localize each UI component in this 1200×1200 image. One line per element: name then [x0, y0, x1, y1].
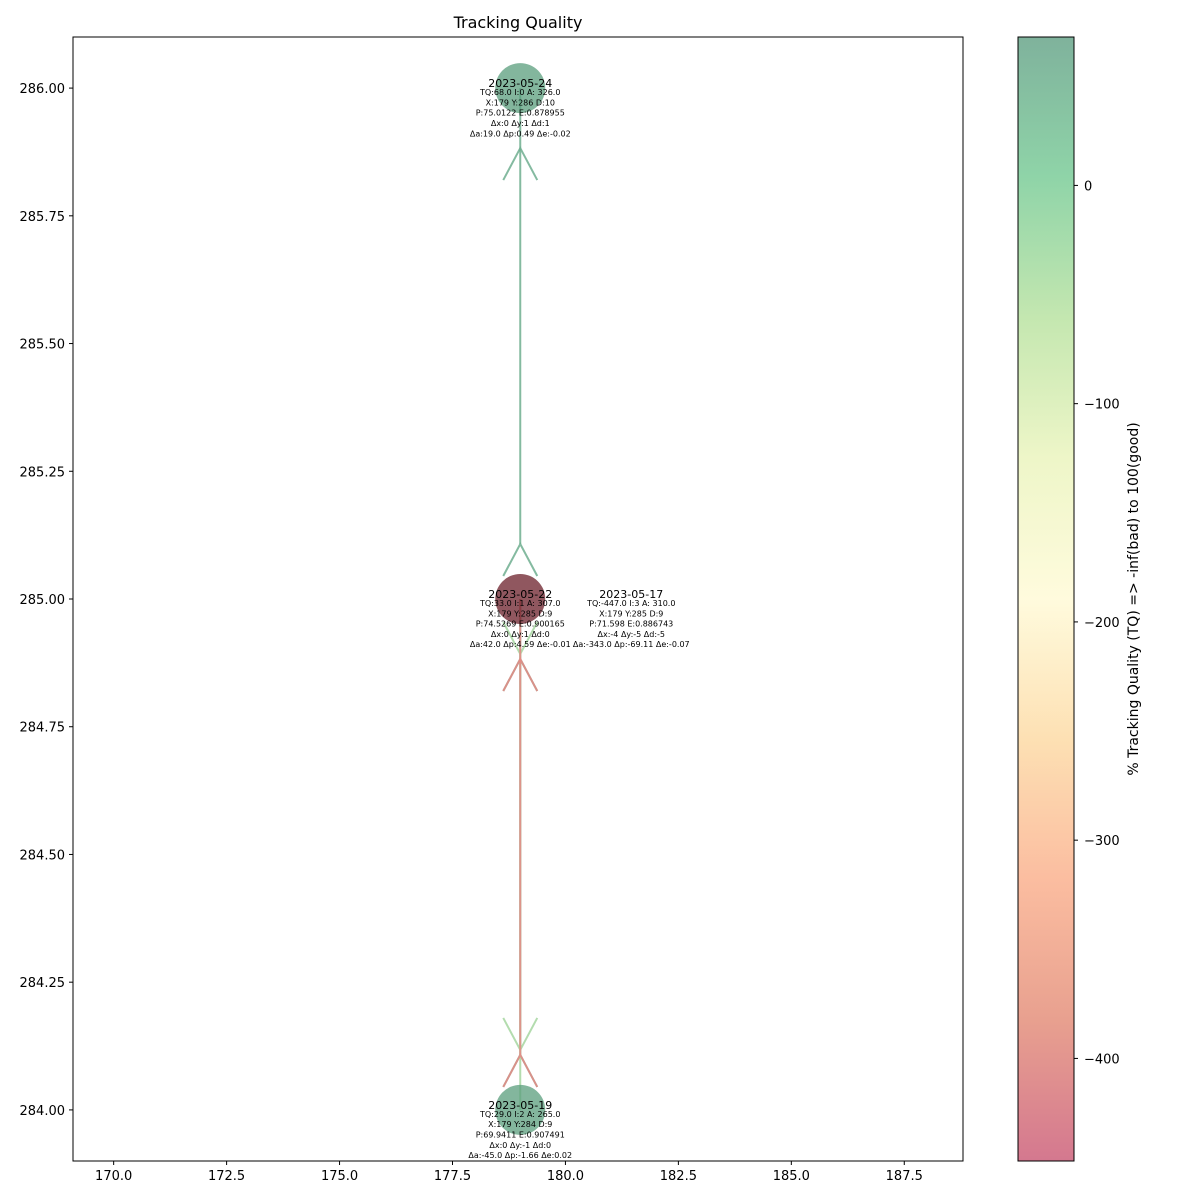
data-point — [495, 574, 546, 624]
point-detail-label: Δx:0 Δy:-1 Δd:0 — [489, 1141, 551, 1150]
y-tick-label: 286.00 — [20, 82, 66, 97]
point-detail-label: Δa:42.0 Δp:4.59 Δe:-0.01 — [470, 640, 571, 649]
arrow-head — [502, 1052, 539, 1088]
x-tick-label: 185.0 — [773, 1169, 810, 1184]
point-date-label: 2023-05-19 — [488, 1099, 552, 1112]
x-tick-label: 177.5 — [434, 1169, 471, 1184]
x-tick-label: 180.0 — [547, 1169, 584, 1184]
point-date-label: 2023-05-17 — [599, 588, 663, 601]
y-tick-label: 285.75 — [20, 210, 66, 225]
point-detail-label: TQ:68.0 I:0 A: 326.0 — [479, 88, 560, 97]
point-detail-label: Δa:19.0 Δp:0.49 Δe:-0.02 — [470, 129, 571, 138]
point-detail-label: P:71.598 E:0.886743 — [589, 620, 673, 629]
point-detail-label: X:179 Y:286 D:10 — [486, 98, 555, 107]
point-detail-label: X:179 Y:284 D:9 — [488, 1120, 552, 1129]
x-tick-label: 170.0 — [95, 1169, 132, 1184]
y-tick-label: 284.75 — [20, 721, 66, 736]
colorbar-tick-label: 0 — [1084, 179, 1092, 194]
point-detail-label: TQ:-447.0 I:3 A: 310.0 — [586, 599, 675, 608]
colorbar-tick-label: −100 — [1084, 398, 1120, 413]
point-date-label: 2023-05-24 — [488, 77, 552, 90]
y-tick-label: 285.25 — [20, 465, 66, 480]
colorbar-tick-label: −400 — [1084, 1052, 1120, 1067]
y-tick-label: 284.00 — [20, 1104, 66, 1119]
point-detail-label: TQ:29.0 I:2 A: 265.0 — [479, 1110, 560, 1119]
x-tick-label: 175.0 — [321, 1169, 358, 1184]
arrow-head — [502, 541, 539, 577]
colorbar-tick-label: −200 — [1084, 616, 1120, 631]
colorbar-label: % Tracking Quality (TQ) => -inf(bad) to … — [1126, 422, 1142, 775]
colorbar — [1017, 36, 1075, 1162]
arrow-head — [502, 656, 539, 692]
y-tick-label: 285.00 — [20, 593, 66, 608]
point-date-label: 2023-05-22 — [488, 588, 552, 601]
data-point — [495, 63, 546, 114]
arrow-head — [502, 145, 539, 181]
point-detail-label: P:75.0122 E:0.878955 — [476, 109, 565, 118]
chart-title: Tracking Quality — [453, 13, 583, 32]
point-detail-label: Δx:0 Δy:1 Δd:1 — [491, 119, 550, 128]
point-detail-label: TQ:33.0 I:1 A: 307.0 — [479, 599, 560, 608]
point-detail-label: P:74.5269 E:0.900165 — [476, 620, 565, 629]
point-detail-label: Δx:0 Δy:1 Δd:0 — [491, 630, 550, 639]
y-tick-label: 285.50 — [20, 338, 66, 353]
y-axis: 284.00 284.25 284.50 284.75 285.00 285.25 285.… — [20, 82, 73, 1119]
x-tick-label: 182.5 — [660, 1169, 697, 1184]
point-detail-label: Δx:-4 Δy:-5 Δd:-5 — [598, 630, 665, 639]
point-detail-label: X:179 Y:285 D:9 — [599, 609, 663, 618]
x-tick-label: 172.5 — [208, 1169, 245, 1184]
colorbar-tick-label: −300 — [1084, 834, 1120, 849]
point-detail-label: Δa:-343.0 Δp:-69.11 Δe:-0.07 — [573, 640, 690, 649]
data-point — [495, 1084, 546, 1135]
point-detail-label: X:179 Y:285 D:9 — [488, 609, 552, 618]
y-tick-label: 284.25 — [20, 976, 66, 991]
point-detail-label: P:69.9411 E:0.907491 — [476, 1131, 565, 1140]
colorbar-axis: 0 −100 −200 −300 −400 — [1074, 179, 1120, 1067]
y-tick-label: 284.50 — [20, 848, 66, 863]
point-detail-label: Δa:-45.0 Δp:-1.66 Δe:0.02 — [468, 1151, 572, 1160]
x-axis: 170.0 172.5 175.0 177.5 180.0 182.5 185.0 187.5 — [95, 1161, 923, 1184]
x-tick-label: 187.5 — [886, 1169, 923, 1184]
